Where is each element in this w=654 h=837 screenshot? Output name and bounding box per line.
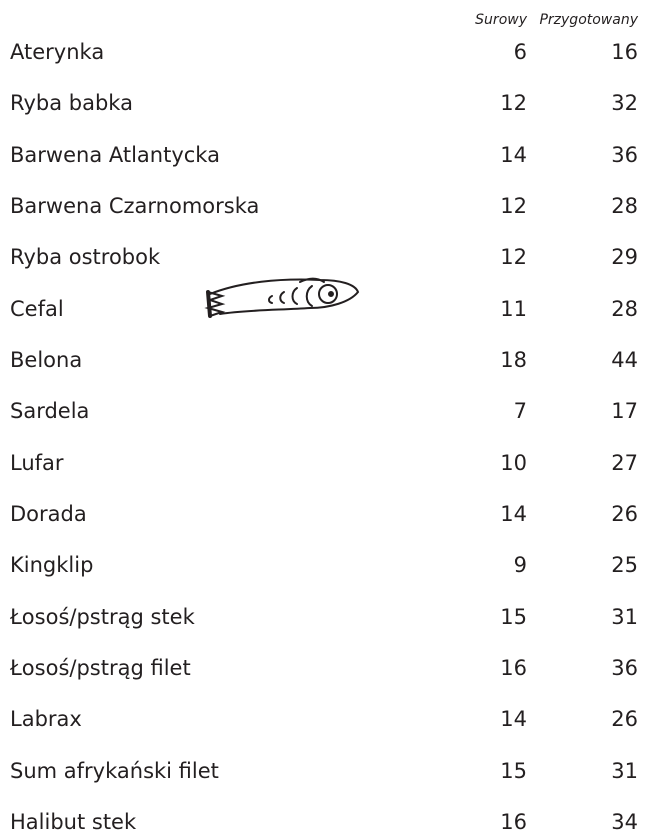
fish-name: Kingklip [10, 552, 93, 578]
fish-name: Belona [10, 347, 82, 373]
fish-name: Sum afrykański filet [10, 758, 219, 784]
fish-name: Aterynka [10, 39, 104, 65]
fish-name: Ryba babka [10, 90, 133, 116]
cooked-value: 27 [611, 450, 638, 476]
raw-value: 15 [500, 758, 527, 784]
cooked-value: 28 [611, 193, 638, 219]
cooked-value: 26 [611, 501, 638, 527]
fish-name: Cefal [10, 296, 64, 322]
cooked-value: 34 [611, 809, 638, 835]
raw-value: 7 [514, 398, 527, 424]
raw-value: 10 [500, 450, 527, 476]
fish-name: Sardela [10, 398, 89, 424]
fish-doodle [200, 272, 365, 332]
fish-name: Łosoś/pstrąg filet [10, 655, 191, 681]
raw-value: 12 [500, 90, 527, 116]
cooked-value: 17 [611, 398, 638, 424]
fish-name: Barwena Czarnomorska [10, 193, 259, 219]
raw-value: 14 [500, 142, 527, 168]
page: Surowy Przygotowany Aterynka 6 16 Ryba babka 1… [0, 0, 654, 837]
cooked-value: 31 [611, 758, 638, 784]
fish-name: Halibut stek [10, 809, 136, 835]
cooked-value: 16 [611, 39, 638, 65]
cooked-value: 36 [611, 142, 638, 168]
cooked-value: 44 [611, 347, 638, 373]
cooked-value: 32 [611, 90, 638, 116]
raw-value: 12 [500, 244, 527, 270]
fish-name: Dorada [10, 501, 87, 527]
fish-name: Łosoś/pstrąg stek [10, 604, 195, 630]
raw-value: 14 [500, 501, 527, 527]
cooked-value: 25 [611, 552, 638, 578]
cooked-value: 31 [611, 604, 638, 630]
raw-value: 12 [500, 193, 527, 219]
raw-value: 16 [500, 809, 527, 835]
cooked-value: 28 [611, 296, 638, 322]
column-header: Przygotowany [539, 10, 638, 30]
raw-value: 9 [514, 552, 527, 578]
raw-value: 16 [500, 655, 527, 681]
fish-name: Lufar [10, 450, 64, 476]
cooked-value: 36 [611, 655, 638, 681]
cooked-value: 29 [611, 244, 638, 270]
raw-value: 15 [500, 604, 527, 630]
cooked-value: 26 [611, 706, 638, 732]
raw-value: 14 [500, 706, 527, 732]
fish-name: Barwena Atlantycka [10, 142, 220, 168]
fish-name: Ryba ostrobok [10, 244, 160, 270]
raw-value: 6 [514, 39, 527, 65]
raw-value: 18 [500, 347, 527, 373]
column-header: Surowy [475, 10, 527, 30]
raw-value: 11 [500, 296, 527, 322]
fish-name: Labrax [10, 706, 82, 732]
